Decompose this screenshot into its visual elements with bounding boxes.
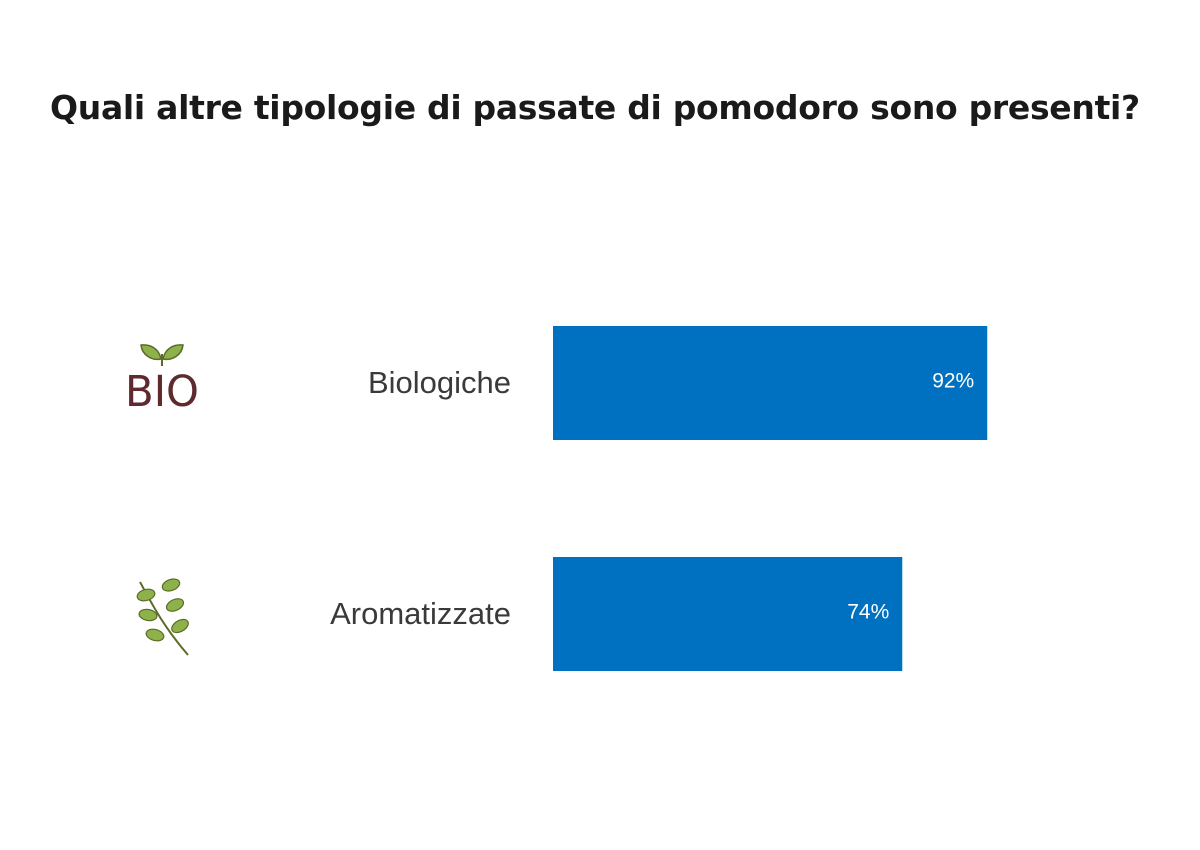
category-label: Biologiche: [368, 365, 511, 400]
bar-aromatizzate: [553, 557, 903, 671]
chart-title: Quali altre tipologie di passate di pomo…: [50, 88, 1140, 127]
category-label: Aromatizzate: [330, 596, 511, 631]
value-label: 92%: [932, 370, 974, 393]
value-label: 74%: [847, 601, 889, 624]
bar-biologiche: [553, 326, 988, 440]
bio-icon: BIO: [125, 344, 199, 417]
herb-icon: [136, 578, 189, 656]
svg-text:BIO: BIO: [125, 367, 199, 417]
